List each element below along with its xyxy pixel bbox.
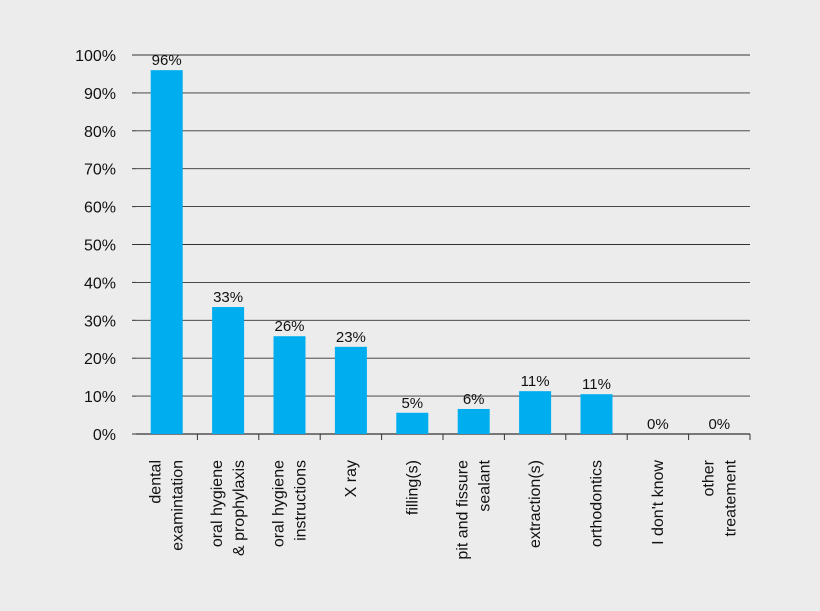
data-label: 23% bbox=[336, 329, 366, 346]
x-tick-label: dental examintation bbox=[148, 460, 187, 551]
y-tick-label: 10% bbox=[84, 389, 116, 406]
x-tick-label-line: oral hygiene bbox=[271, 460, 288, 547]
x-tick-label-line: X ray bbox=[343, 460, 360, 497]
x-tick-label-line: treatement bbox=[722, 459, 739, 536]
y-tick-label: 30% bbox=[84, 313, 116, 330]
x-tick-label: I don't know bbox=[650, 460, 667, 545]
x-tick-label: other treatement bbox=[700, 459, 739, 536]
x-tick-label: X ray bbox=[343, 460, 360, 497]
bar bbox=[273, 336, 306, 434]
data-label: 5% bbox=[401, 395, 423, 412]
x-tick-label-line: examintation bbox=[170, 460, 187, 551]
x-axis-tick-labels: dental examintation oral hygiene & prophyla… bbox=[148, 459, 740, 559]
bar bbox=[396, 412, 429, 434]
x-tick-label-line: orthodontics bbox=[589, 460, 606, 547]
y-tick-label: 80% bbox=[84, 124, 116, 141]
y-tick-label: 50% bbox=[84, 238, 116, 255]
bar bbox=[519, 391, 552, 434]
data-label: 0% bbox=[708, 416, 730, 433]
y-tick-label: 100% bbox=[75, 48, 116, 65]
y-tick-label: 90% bbox=[84, 86, 116, 103]
y-tick-label: 20% bbox=[84, 351, 116, 368]
bar bbox=[580, 394, 613, 434]
data-label: 11% bbox=[521, 373, 550, 390]
data-label: 0% bbox=[647, 416, 669, 433]
data-label: 96% bbox=[152, 52, 182, 69]
y-tick-label: 70% bbox=[84, 162, 116, 179]
data-label: 11% bbox=[582, 376, 611, 393]
bar bbox=[150, 70, 183, 434]
y-tick-label: 0% bbox=[93, 427, 116, 444]
data-labels: 96% 33% 26% 23% 5% 6% 11% 11% 0% 0% bbox=[152, 52, 730, 433]
x-tick-label-line: other bbox=[700, 459, 717, 496]
bars bbox=[150, 70, 613, 434]
x-tick-label-line: instructions bbox=[293, 460, 310, 541]
x-tick-label: filling(s) bbox=[404, 460, 421, 515]
x-tick-label: oral hygiene & prophylaxis bbox=[209, 460, 248, 556]
x-tick-label-line: oral hygiene bbox=[209, 460, 226, 547]
x-tick-label-line: filling(s) bbox=[404, 460, 421, 515]
x-tick-label-line: sealant bbox=[477, 459, 494, 511]
y-tick-label: 60% bbox=[84, 200, 116, 217]
x-tick-label: orthodontics bbox=[589, 460, 606, 547]
bar bbox=[212, 307, 245, 434]
x-tick-label: oral hygiene instructions bbox=[271, 460, 310, 547]
data-label: 26% bbox=[274, 318, 304, 335]
data-label: 6% bbox=[463, 391, 485, 408]
x-tick-label-line: I don't know bbox=[650, 460, 667, 545]
x-tick-label: extraction(s) bbox=[527, 460, 544, 548]
y-tick-label: 40% bbox=[84, 275, 116, 292]
x-tick-label: pit and fissure sealant bbox=[455, 459, 494, 559]
x-tick-label-line: pit and fissure bbox=[455, 460, 472, 560]
data-label: 33% bbox=[213, 289, 243, 306]
y-axis-tick-labels: 0% 10% 20% 30% 40% 50% 60% 70% 80% 90% 100% bbox=[75, 48, 116, 444]
bar bbox=[334, 346, 367, 434]
x-tick-label-line: extraction(s) bbox=[527, 460, 544, 548]
x-tick-label-line: dental bbox=[148, 460, 165, 504]
x-tick-label-line: & prophylaxis bbox=[231, 460, 248, 556]
bar bbox=[457, 408, 490, 434]
